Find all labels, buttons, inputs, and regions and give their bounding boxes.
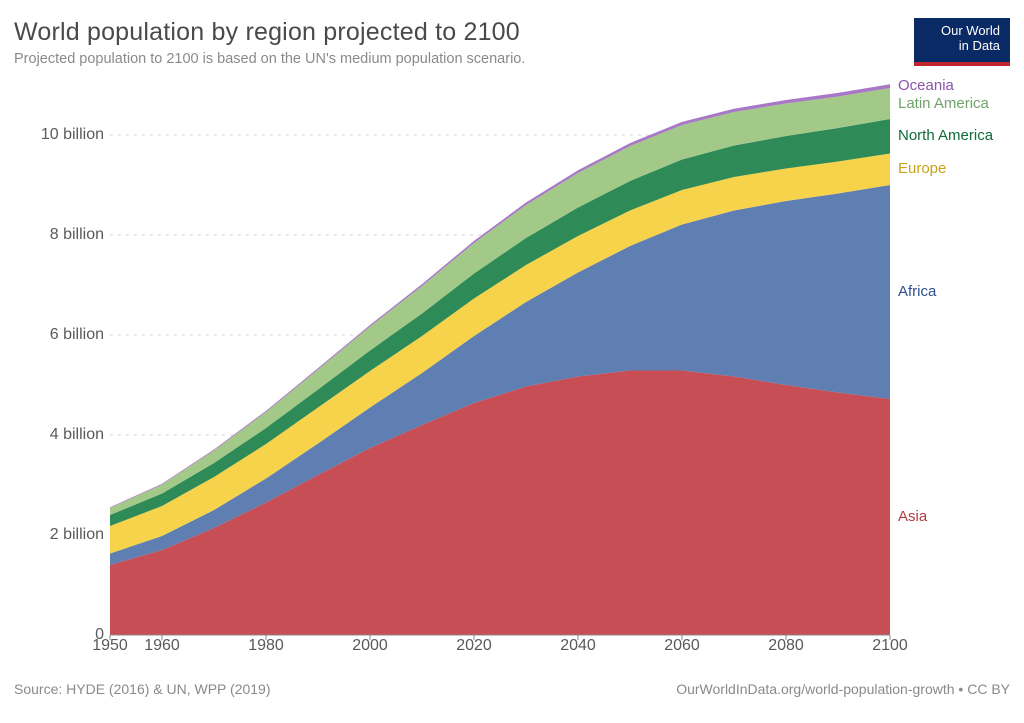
chart-area: 02 billion4 billion6 billion8 billion10 … (14, 75, 1010, 675)
series-label-europe: Europe (898, 160, 946, 177)
attribution-text: OurWorldInData.org/world-population-grow… (676, 681, 1010, 697)
chart-title: World population by region projected to … (14, 18, 914, 47)
series-label-oceania: Oceania (898, 77, 954, 94)
series-labels: Asia Africa Europe North America Latin Ameri… (14, 75, 1010, 675)
source-text: Source: HYDE (2016) & UN, WPP (2019) (14, 681, 271, 697)
series-label-latin-america: Latin America (898, 95, 989, 112)
chart-subtitle: Projected population to 2100 is based on… (14, 51, 914, 67)
owid-logo: Our World in Data (914, 18, 1010, 66)
series-label-africa: Africa (898, 283, 936, 300)
logo-line-1: Our World (924, 24, 1000, 39)
logo-line-2: in Data (924, 39, 1000, 54)
series-label-asia: Asia (898, 508, 927, 525)
series-label-north-america: North America (898, 127, 993, 144)
